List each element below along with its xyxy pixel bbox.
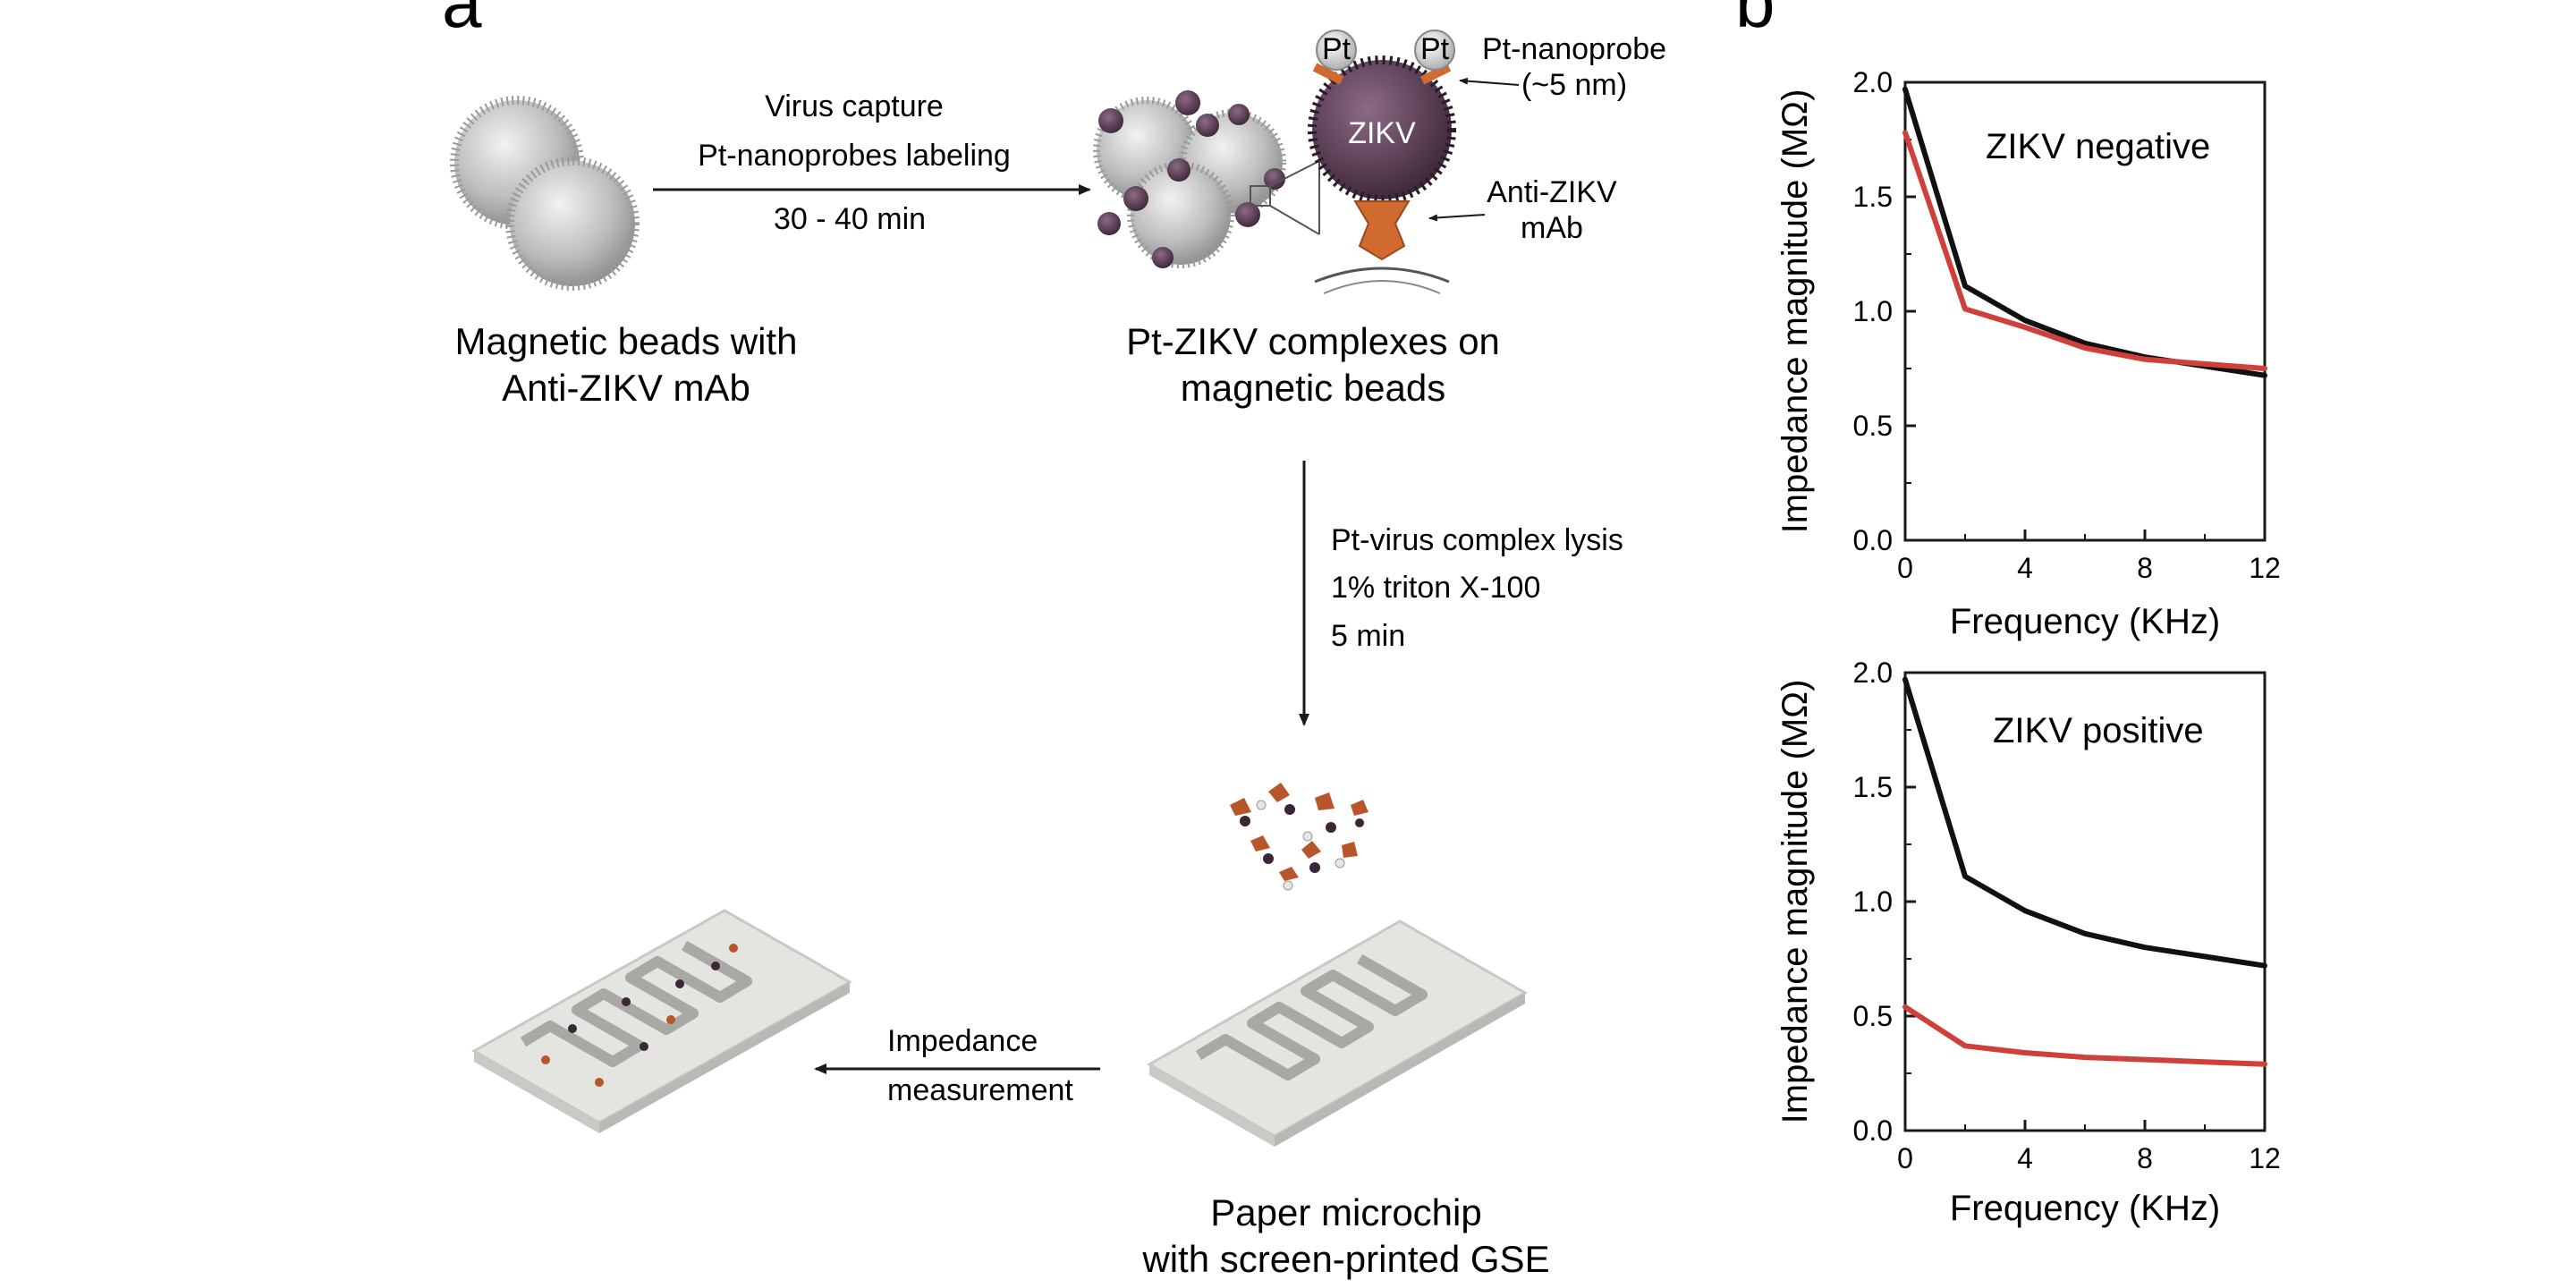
x-axis-title: Frequency (KHz) [1950, 1189, 2220, 1228]
x-tick-label: 12 [2249, 552, 2281, 584]
nanoprobe-label-line1: Pt-nanoprobe [1482, 32, 1666, 66]
axis-ticks: 0 4 8 12 0.0 0.5 1.0 1.5 2.0 [1853, 657, 2281, 1174]
virus-label: ZIKV [1348, 116, 1416, 150]
x-tick-label: 4 [2017, 552, 2033, 584]
complex-caption-line2: magnetic beads [1181, 367, 1446, 409]
antibody-label-line1: Anti-ZIKV [1487, 175, 1617, 209]
step2-line2: 1% triton X-100 [1331, 571, 1540, 605]
x-tick-label: 12 [2249, 1142, 2281, 1174]
y-tick-label: 2.0 [1853, 657, 1893, 689]
nanoprobe-pointer [1459, 77, 1520, 86]
y-axis-title: Impedance magnitude (MΩ) [1775, 89, 1815, 534]
series-group [1902, 86, 2267, 378]
y-tick-label: 0.0 [1853, 1114, 1893, 1147]
series-line-1 [1902, 130, 2267, 371]
nanoprobe-label-line2: (~5 nm) [1521, 68, 1627, 102]
x-tick-label: 4 [2017, 1142, 2033, 1174]
pt-label-left: Pt [1322, 32, 1352, 66]
beads-caption-line1: Magnetic beads with [455, 320, 798, 362]
pt-label-right: Pt [1420, 32, 1450, 66]
x-tick-label: 8 [2137, 1142, 2153, 1174]
step1-line3: 30 - 40 min [774, 202, 926, 236]
complex-caption-line1: Pt-ZIKV complexes on [1126, 320, 1500, 362]
step3-line2: measurement [887, 1073, 1073, 1107]
paper-microchip-illustration [1146, 919, 1529, 1147]
step2-line3: 5 min [1331, 619, 1405, 653]
x-tick-label: 0 [1897, 552, 1913, 584]
chip-caption-line1: Paper microchip [1210, 1191, 1481, 1233]
chart-annotation: ZIKV positive [1993, 711, 2204, 750]
magnetic-beads-illustration [450, 96, 640, 291]
y-tick-label: 0.5 [1853, 1000, 1893, 1032]
series-line-0 [1902, 676, 2267, 969]
axis-ticks: 0 4 8 12 0.0 0.5 1.0 1.5 2.0 [1853, 66, 2281, 584]
panel-a-letter: a [442, 0, 482, 42]
y-tick-label: 1.0 [1853, 886, 1893, 918]
y-tick-label: 1.5 [1853, 771, 1893, 803]
chart-zikv-positive: 0 4 8 12 0.0 0.5 1.0 1.5 2.0 ZIKV positive Frequ… [1775, 657, 2281, 1228]
step1-line1: Virus capture [765, 89, 944, 123]
chart-zikv-negative: 0 4 8 12 0.0 0.5 1.0 1.5 2.0 ZIKV negative Frequ… [1775, 66, 2281, 641]
complex-beads-illustration [1093, 90, 1320, 268]
step2-line1: Pt-virus complex lysis [1331, 523, 1623, 557]
chip-caption-line2: with screen-printed GSE [1141, 1238, 1549, 1280]
x-tick-label: 0 [1897, 1142, 1913, 1174]
step1-line2: Pt-nanoprobes labeling [698, 139, 1011, 173]
antibody-label-line2: mAb [1521, 211, 1583, 245]
panel-b-letter: b [1735, 0, 1775, 42]
antibody-pointer [1428, 214, 1486, 222]
beads-caption-line2: Anti-ZIKV mAb [502, 367, 750, 409]
y-tick-label: 0.5 [1853, 410, 1893, 442]
y-tick-label: 1.0 [1853, 295, 1893, 327]
series-line-1 [1902, 1004, 2267, 1067]
x-tick-label: 8 [2137, 552, 2153, 584]
x-axis-title: Frequency (KHz) [1950, 602, 2220, 641]
measured-microchip-illustration [470, 909, 853, 1133]
y-tick-label: 2.0 [1853, 66, 1893, 98]
step3-line1: Impedance [887, 1024, 1038, 1058]
y-tick-label: 1.5 [1853, 181, 1893, 213]
lysed-fragments-illustration [1230, 783, 1368, 891]
y-axis-title: Impedance magnitude (MΩ) [1775, 680, 1815, 1124]
zikv-particle-illustration: ZIKV Pt Pt [1308, 30, 1456, 294]
y-tick-label: 0.0 [1853, 524, 1893, 556]
panel-a: a Magnetic beads with Anti-ZIKV mAb Viru… [442, 0, 1666, 1280]
series-group [1902, 676, 2267, 1067]
panel-b: b 0 4 8 12 0.0 0.5 1.0 1.5 2.0 ZIKV negative Fre… [1735, 0, 2281, 1228]
chart-annotation: ZIKV negative [1986, 127, 2210, 166]
